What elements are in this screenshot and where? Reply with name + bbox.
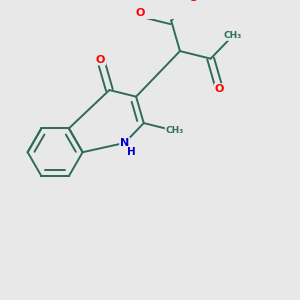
Text: CH₃: CH₃	[224, 32, 242, 40]
Text: N: N	[120, 138, 129, 148]
Text: O: O	[136, 8, 145, 18]
Text: O: O	[188, 0, 198, 3]
Text: CH₃: CH₃	[165, 126, 184, 135]
Text: O: O	[215, 84, 224, 94]
Text: H: H	[127, 147, 136, 158]
Text: O: O	[96, 55, 105, 65]
